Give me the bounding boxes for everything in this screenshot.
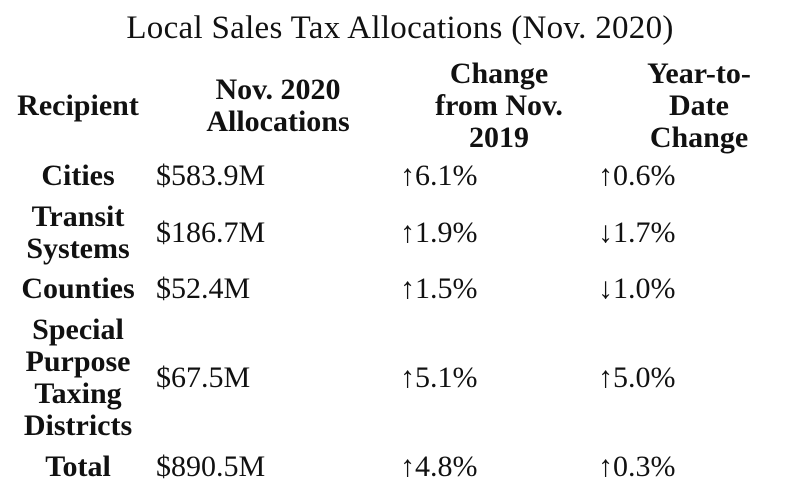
column-header-recipient: Recipient xyxy=(17,89,139,122)
ytd-change-cell: ↓1.7% xyxy=(598,216,676,249)
table-row: Cities $583.9M ↑6.1% ↑0.6% xyxy=(0,154,800,198)
allocation-cell: $52.4M xyxy=(156,272,251,305)
ytd-change-cell: ↑0.6% xyxy=(598,159,676,192)
recipient-cell: Transit Systems xyxy=(26,200,130,265)
change-cell: ↑1.9% xyxy=(400,216,478,249)
table-row: Transit Systems $186.7M ↑1.9% ↓1.7% xyxy=(0,198,800,268)
total-row: Total $890.5M ↑4.8% ↑0.3% xyxy=(0,446,800,488)
change-cell: ↑6.1% xyxy=(400,159,478,192)
recipient-cell: Counties xyxy=(21,272,135,305)
change-cell: ↑1.5% xyxy=(400,272,478,305)
change-cell: ↑4.8% xyxy=(400,450,478,483)
column-header-change: Change from Nov. 2019 xyxy=(435,57,563,154)
table-header-row: Recipient Nov. 2020 Allocations Change f… xyxy=(0,58,800,154)
recipient-cell: Total xyxy=(45,450,111,483)
allocation-cell: $186.7M xyxy=(156,216,266,249)
table-row: Counties $52.4M ↑1.5% ↓1.0% xyxy=(0,268,800,310)
ytd-change-cell: ↑0.3% xyxy=(598,450,676,483)
column-header-allocations: Nov. 2020 Allocations xyxy=(206,73,350,138)
recipient-cell: Special Purpose Taxing Districts xyxy=(23,313,133,442)
change-cell: ↑5.1% xyxy=(400,361,478,394)
recipient-cell: Cities xyxy=(41,159,115,192)
column-header-ytd: Year-to- Date Change xyxy=(647,57,751,154)
ytd-change-cell: ↑5.0% xyxy=(598,361,676,394)
document-title: Local Sales Tax Allocations (Nov. 2020) xyxy=(126,10,674,46)
ytd-change-cell: ↓1.0% xyxy=(598,272,676,305)
allocation-cell: $583.9M xyxy=(156,159,266,192)
allocation-cell: $890.5M xyxy=(156,450,266,483)
allocation-cell: $67.5M xyxy=(156,361,251,394)
table-row: Special Purpose Taxing Districts $67.5M … xyxy=(0,310,800,446)
sales-tax-table: Recipient Nov. 2020 Allocations Change f… xyxy=(0,58,800,488)
